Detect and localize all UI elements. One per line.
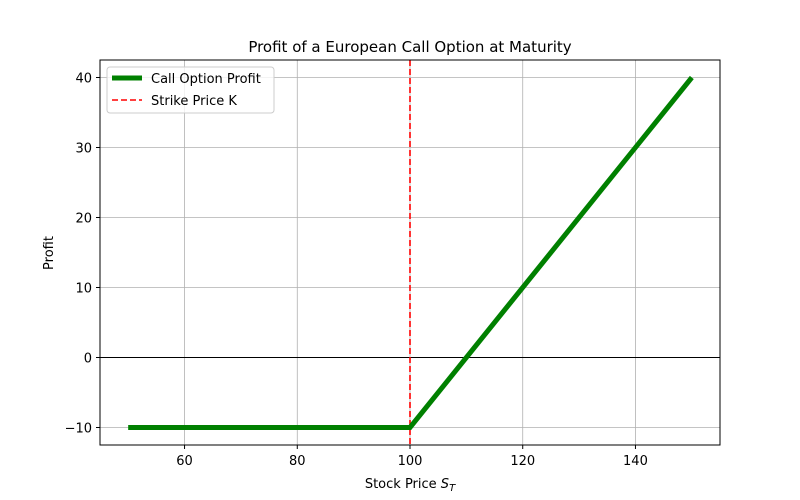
x-axis-label-text: Stock Price — [365, 477, 437, 492]
y-axis-ticks: −10 0 10 20 30 40 — [65, 72, 100, 437]
x-axis-label: Stock Price ST — [365, 477, 456, 494]
x-tick-label: 140 — [623, 454, 648, 469]
x-tick-label: 60 — [176, 454, 193, 469]
x-axis-label-symbol: S — [441, 477, 449, 492]
y-tick-label: 30 — [75, 142, 92, 157]
y-axis-label: Profit — [42, 236, 57, 270]
legend-label-call-option-profit: Call Option Profit — [151, 72, 261, 87]
x-axis-label-subscript: T — [449, 483, 456, 494]
y-tick-label: 40 — [75, 72, 92, 87]
y-tick-label: 0 — [84, 352, 92, 367]
x-tick-label: 120 — [510, 454, 535, 469]
chart-title: Profit of a European Call Option at Matu… — [248, 38, 571, 56]
y-tick-label: 20 — [75, 212, 92, 227]
legend: Call Option Profit Strike Price K — [106, 66, 275, 114]
series-line-call-option-profit — [128, 75, 694, 430]
y-tick-label: −10 — [65, 422, 92, 437]
x-tick-label: 80 — [289, 454, 306, 469]
legend-label-strike-price: Strike Price K — [151, 94, 237, 109]
x-tick-label: 100 — [398, 454, 423, 469]
x-axis-ticks: 60 80 100 120 140 — [176, 445, 648, 469]
series-lines — [128, 75, 694, 430]
legend-box — [106, 66, 275, 114]
y-tick-label: 10 — [75, 282, 92, 297]
